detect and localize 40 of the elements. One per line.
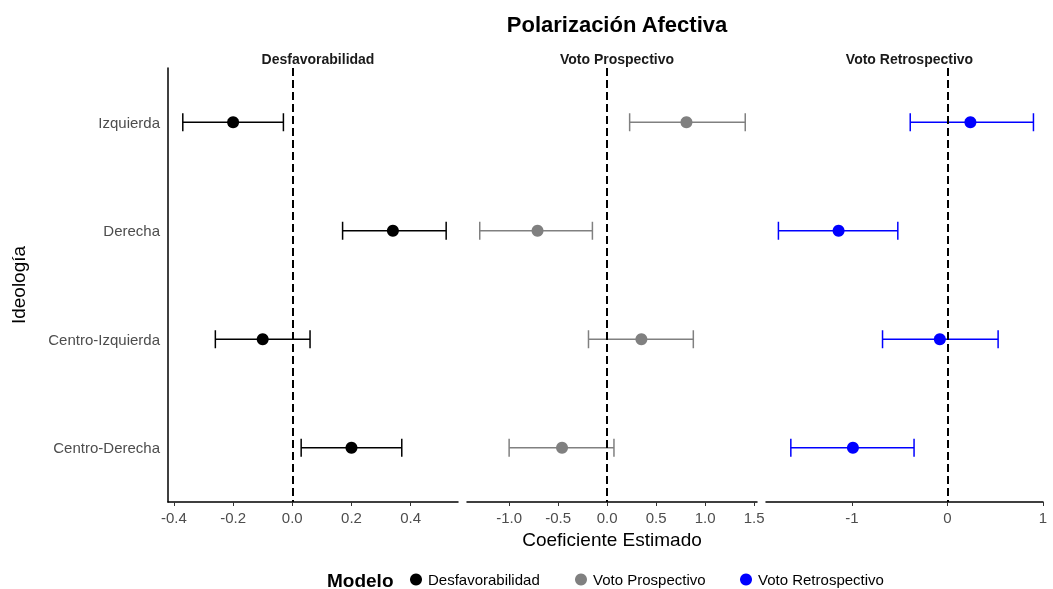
x-tick-label: 1.0 [694,509,716,526]
x-tick-label: -0.5 [545,509,572,526]
x-tick-label: 0.0 [281,509,303,526]
point [964,116,977,129]
point [531,224,544,237]
point [635,333,648,346]
x-tick-label: 0.5 [645,509,667,526]
chart-subtitle: Voto Retrospectivo [845,51,974,67]
y-tick-label: Centro-Derecha [53,439,161,457]
point [680,116,693,129]
x-axis-title: Coeficiente Estimado [522,529,702,550]
legend-title: Modelo [327,570,394,589]
legend-label: Voto Retrospectivo [758,571,884,588]
x-tick-label: 1 [1038,509,1048,526]
point [933,333,946,346]
y-tick-label: Izquierda [98,113,161,131]
point [256,333,269,346]
x-tick-label: -0.4 [160,509,187,526]
x-tick-label: 1.5 [743,509,765,526]
chart-subtitle: Voto Prospectivo [559,51,675,67]
y-tick-label: Centro-Izquierda [48,330,161,348]
x-tick-label: -1 [845,509,859,526]
x-tick-label: 0 [943,509,952,526]
point [345,441,358,454]
point [846,441,859,454]
x-tick-label: 0.0 [596,509,618,526]
x-tick-label: -0.2 [220,509,247,526]
legend-label: Voto Prospectivo [593,571,706,588]
y-tick-label: Derecha [103,222,161,240]
point [832,224,845,237]
point [227,116,240,129]
y-axis-title: Ideología [8,245,29,325]
x-tick-label: -1.0 [496,509,523,526]
chart-title: Polarización Afectiva [506,11,729,37]
chart-subtitle: Desfavorabilidad [261,51,375,67]
x-tick-label: 0.4 [400,509,422,526]
legend-label: Desfavorabilidad [428,571,540,588]
point [386,224,399,237]
x-tick-label: 0.2 [341,509,362,526]
point [556,441,569,454]
